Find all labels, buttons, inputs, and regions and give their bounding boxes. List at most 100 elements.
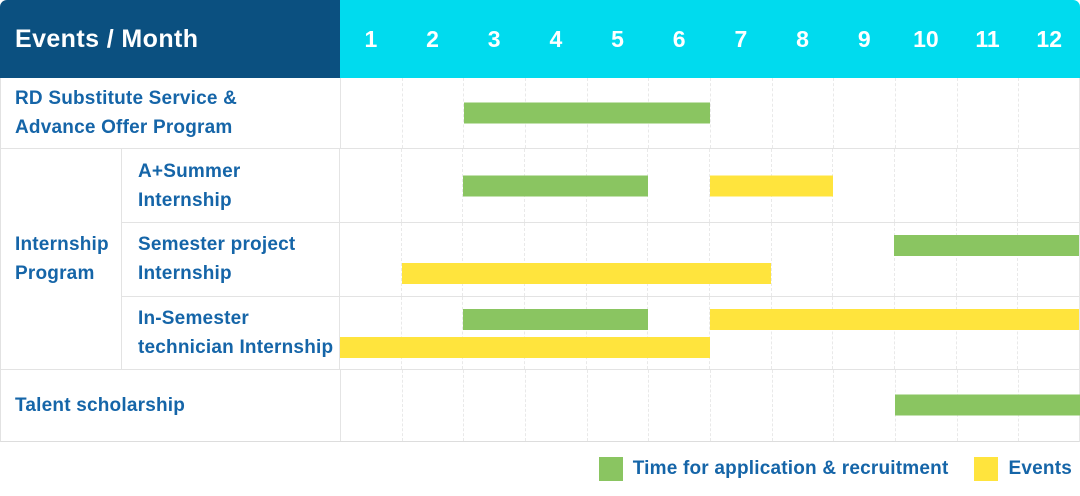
month-header-row: 1 2 3 4 5 6 7 8 9 10 11 12 (340, 0, 1080, 78)
group-rows-internship-program: A+Summer Internship Semester project Intern… (122, 149, 1079, 369)
table-header: Events / Month 1 2 3 4 5 6 7 8 9 10 11 12 (0, 0, 1080, 78)
grid-column (770, 296, 833, 369)
row-label-line: Semester project (138, 234, 296, 256)
gantt-bar-event (709, 308, 1079, 330)
schedule-row-rd-substitute-advance-offer: RD Substitute Service & Advance Offer Pro… (1, 78, 1079, 148)
gantt-bar-application (895, 394, 1080, 416)
month-header-12: 12 (1036, 25, 1063, 52)
gantt-bar-application (464, 102, 711, 124)
row-label-line: Internship (138, 189, 232, 211)
schedule-table-body: RD Substitute Service & Advance Offer Pro… (0, 78, 1080, 442)
grid-column (771, 369, 834, 441)
grid-column (462, 296, 524, 369)
grid-column (956, 78, 1019, 148)
gantt-bar-application (463, 175, 648, 197)
grid-column (340, 223, 401, 295)
row-label-line: technician Internship (138, 336, 334, 358)
row-timeline (339, 223, 1079, 296)
grid-column (340, 297, 401, 369)
grid-column (647, 223, 709, 296)
schedule-row-in-semester-technician-internship: In-Semester technician Internship (122, 295, 1079, 369)
month-header-9: 9 (857, 25, 871, 52)
row-label-line: Internship (138, 263, 232, 285)
grid-column (341, 78, 402, 148)
grid-column (894, 296, 956, 369)
row-group-internship-program: Internship Program A+Summer Internship Semes… (1, 148, 1079, 369)
grid-column (832, 149, 894, 223)
grid-column (894, 149, 956, 223)
grid-column (463, 369, 525, 441)
month-header-10: 10 (913, 25, 939, 52)
legend-swatch-application (598, 456, 623, 481)
month-header-7: 7 (734, 25, 748, 52)
row-label-line: In-Semester (138, 307, 249, 329)
grid-column (524, 296, 586, 369)
grid-column (709, 296, 771, 369)
row-label-line: A+Summer (138, 160, 241, 182)
grid-column (832, 296, 894, 369)
schedule-row-a-plus-summer-internship: A+Summer Internship (122, 149, 1079, 223)
grid-column (525, 369, 587, 441)
grid-column (770, 223, 833, 296)
month-header-8: 8 (796, 25, 809, 52)
legend-item-application: Time for application & recruitment (598, 456, 949, 481)
group-label-line: Internship (15, 233, 109, 255)
row-label-a-plus-summer-internship: A+Summer Internship (122, 149, 339, 222)
grid-column (463, 78, 525, 148)
row-label-in-semester-technician-internship: In-Semester technician Internship (122, 297, 339, 369)
grid-column (832, 223, 894, 296)
grid-column (340, 149, 401, 222)
legend-label-event: Events (1008, 457, 1072, 479)
grid-column (955, 223, 1018, 296)
row-timeline (339, 296, 1079, 369)
grid-column (955, 149, 1018, 223)
grid-column (1017, 296, 1079, 369)
grid-column (771, 78, 834, 148)
legend-item-event: Events (974, 456, 1072, 481)
grid-column (1018, 78, 1080, 148)
grid-column (401, 78, 464, 148)
header-title-cell: Events / Month (0, 0, 340, 78)
schedule-row-talent-scholarship: Talent scholarship (1, 368, 1080, 441)
row-label-line: Talent scholarship (15, 394, 186, 416)
row-timeline (340, 78, 1080, 148)
legend: Time for application & recruitment Events (0, 441, 1080, 496)
row-label-rd-substitute-advance-offer: RD Substitute Service & Advance Offer Pro… (1, 78, 340, 148)
row-timeline (340, 369, 1080, 441)
grid-column (586, 369, 649, 441)
gantt-bar-application (463, 308, 648, 330)
grid-column (400, 223, 463, 296)
gantt-bar-event (709, 175, 833, 197)
month-header-2: 2 (426, 25, 439, 52)
grid-column (710, 78, 772, 148)
grid-column (647, 149, 709, 223)
month-header-3: 3 (487, 25, 501, 52)
grid-column (833, 369, 895, 441)
grid-column (710, 369, 772, 441)
month-header-11: 11 (975, 25, 1000, 52)
grid-column (709, 223, 771, 296)
grid-column (1017, 149, 1079, 223)
page-title: Events / Month (15, 24, 199, 53)
grid-column (648, 369, 710, 441)
legend-label-application: Time for application & recruitment (632, 457, 949, 479)
gantt-bar-application (894, 235, 1079, 257)
grid-column (833, 78, 895, 148)
month-header-6: 6 (672, 25, 686, 52)
row-label-line: Advance Offer Program (15, 117, 233, 138)
row-timeline (339, 149, 1079, 223)
month-header-1: 1 (364, 25, 378, 52)
grid-column (400, 296, 463, 369)
month-header-5: 5 (611, 25, 624, 52)
group-label-internship-program: Internship Program (1, 149, 122, 369)
grid-column (955, 296, 1018, 369)
group-label-line: Program (15, 262, 95, 284)
grid-column (401, 369, 464, 441)
row-label-semester-project-internship: Semester project Internship (122, 223, 339, 295)
grid-column (462, 149, 524, 223)
legend-swatch-event (974, 456, 999, 481)
grid-column (1017, 223, 1079, 296)
row-label-line: RD Substitute Service & (15, 88, 238, 109)
row-label-talent-scholarship: Talent scholarship (1, 370, 340, 441)
